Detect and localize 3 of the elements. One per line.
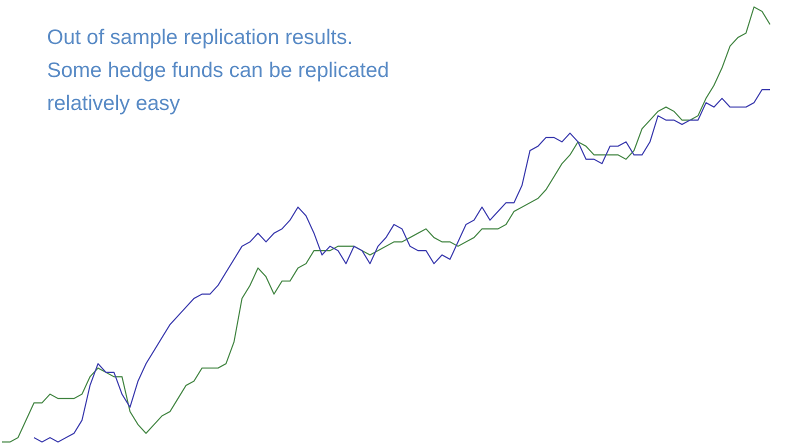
annotation: Some hedge funds can be replicated: [47, 59, 390, 82]
annotation: relatively easy: [47, 92, 181, 115]
annotation: Out of sample replication results.: [47, 26, 353, 49]
